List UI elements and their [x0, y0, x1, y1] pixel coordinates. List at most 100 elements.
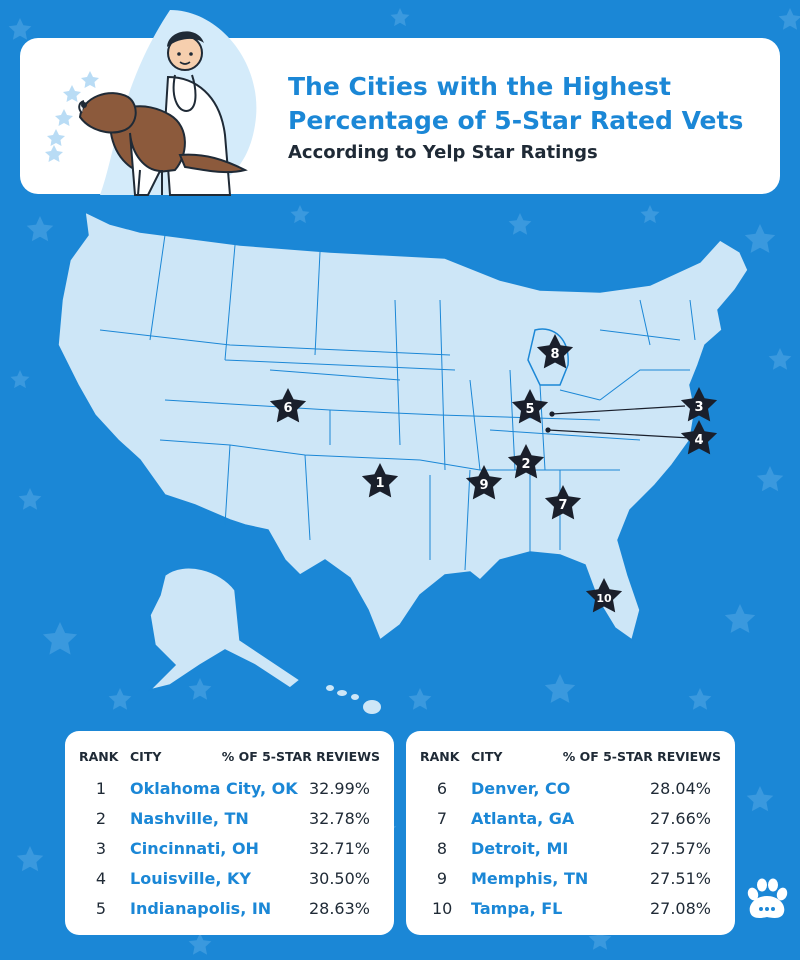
star-marker-icon: [507, 444, 545, 479]
city-header: CITY: [471, 749, 503, 764]
background-star: [746, 786, 774, 812]
star-marker-icon: [680, 387, 718, 422]
rank-marker: 2: [507, 444, 545, 479]
table-row: 9 Memphis, TN 27.51%: [406, 865, 735, 895]
background-star: [778, 8, 800, 30]
table-row: 8 Detroit, MI 27.57%: [406, 835, 735, 865]
background-star: [768, 348, 792, 370]
rank-marker: 8: [536, 334, 574, 369]
background-star: [390, 8, 410, 27]
rank-cell: 6: [436, 779, 448, 798]
background-star: [688, 688, 712, 710]
percent-header: % OF 5-STAR REVIEWS: [562, 749, 721, 764]
marker-rank-label: 5: [525, 402, 534, 417]
table-row: 3 Cincinnati, OH 32.71%: [65, 835, 394, 865]
city-cell: Atlanta, GA: [471, 809, 575, 828]
paw-chat-icon: [747, 878, 788, 918]
background-star: [8, 18, 32, 40]
percent-cell: 30.50%: [308, 869, 370, 888]
marker-rank-label: 3: [694, 400, 703, 415]
background-star: [744, 224, 776, 253]
city-cell: Indianapolis, IN: [130, 899, 272, 918]
rank-cell: 10: [432, 899, 453, 918]
rank-marker: 1: [361, 463, 399, 498]
us-mainland: [57, 210, 749, 642]
leader-lines: [545, 405, 691, 439]
star-marker-icon: [544, 485, 582, 520]
table-row: 4 Louisville, KY 30.50%: [65, 865, 394, 895]
rank-cell: 9: [436, 869, 448, 888]
rank-cell: 2: [95, 809, 107, 828]
marker-rank-label: 2: [521, 457, 530, 472]
rank-cell: 3: [95, 839, 107, 858]
percent-cell: 28.63%: [308, 899, 370, 918]
vet-with-dog-illustration: [45, 10, 257, 196]
table-row: 2 Nashville, TN 32.78%: [65, 805, 394, 835]
background-star: [108, 688, 132, 710]
city-cell: Memphis, TN: [471, 869, 589, 888]
star-marker-icon: [465, 465, 503, 500]
alaska: [147, 567, 302, 692]
table-row: 5 Indianapolis, IN 28.63%: [65, 895, 394, 925]
city-cell: Denver, CO: [471, 779, 571, 798]
us-map: 1 2 3 4 5 6 7 8 9 10: [57, 210, 749, 714]
rank-header: RANK: [79, 749, 119, 764]
table-row: 7 Atlanta, GA 27.66%: [406, 805, 735, 835]
marker-rank-label: 7: [558, 498, 567, 513]
background-star: [26, 216, 54, 242]
rank-marker: 10: [585, 578, 623, 613]
city-header: CITY: [130, 749, 162, 764]
background-star: [588, 928, 612, 950]
rank-marker: 4: [680, 420, 718, 455]
rank-cell: 4: [95, 869, 107, 888]
marker-rank-label: 10: [596, 592, 612, 605]
hawaii: [326, 685, 381, 714]
marker-rank-label: 8: [550, 347, 559, 362]
city-cell: Oklahoma City, OK: [130, 779, 298, 798]
background-star: [188, 678, 212, 700]
state-borders: [99, 234, 696, 571]
star-marker-icon: [536, 334, 574, 369]
percent-cell: 27.66%: [649, 809, 711, 828]
page-title: The Cities with the Highest Percentage o…: [288, 72, 744, 135]
marker-rank-label: 4: [694, 433, 703, 448]
percent-cell: 27.57%: [649, 839, 711, 858]
background-star: [10, 370, 30, 389]
background-star: [756, 466, 784, 492]
background-star: [640, 205, 660, 224]
city-cell: Nashville, TN: [130, 809, 249, 828]
background-star: [724, 604, 756, 633]
star-marker-icon: [511, 389, 549, 424]
marker-rank-label: 6: [283, 401, 292, 416]
percent-cell: 32.71%: [308, 839, 370, 858]
percent-cell: 32.99%: [308, 779, 370, 798]
city-cell: Cincinnati, OH: [130, 839, 259, 858]
city-cell: Detroit, MI: [471, 839, 569, 858]
percent-header: % OF 5-STAR REVIEWS: [221, 749, 380, 764]
table-row: 1 Oklahoma City, OK 32.99%: [65, 775, 394, 805]
star-marker-icon: [269, 388, 307, 423]
star-marker-icon: [585, 578, 623, 613]
background-star: [16, 846, 44, 872]
star-marker-icon: [680, 420, 718, 455]
background-star: [408, 688, 432, 710]
background-star: [18, 488, 42, 510]
rank-marker: 5: [511, 389, 549, 424]
rank-marker: 3: [680, 387, 718, 422]
rank-cell: 5: [95, 899, 107, 918]
rank-table-left: RANK CITY % OF 5-STAR REVIEWS 1 Oklahoma…: [65, 731, 394, 935]
page-subtitle: According to Yelp Star Ratings: [288, 142, 598, 163]
rank-marker: 7: [544, 485, 582, 520]
marker-rank-label: 9: [479, 478, 488, 493]
percent-cell: 28.04%: [649, 779, 711, 798]
percent-cell: 27.51%: [649, 869, 711, 888]
rank-cell: 8: [436, 839, 448, 858]
background-star: [544, 674, 576, 703]
rank-cell: 7: [436, 809, 448, 828]
rank-markers: 1 2 3 4 5 6 7 8 9 10: [269, 334, 718, 613]
background-star: [290, 205, 310, 224]
city-cell: Tampa, FL: [471, 899, 563, 918]
percent-cell: 32.78%: [308, 809, 370, 828]
background-star: [42, 622, 78, 655]
rank-marker: 9: [465, 465, 503, 500]
